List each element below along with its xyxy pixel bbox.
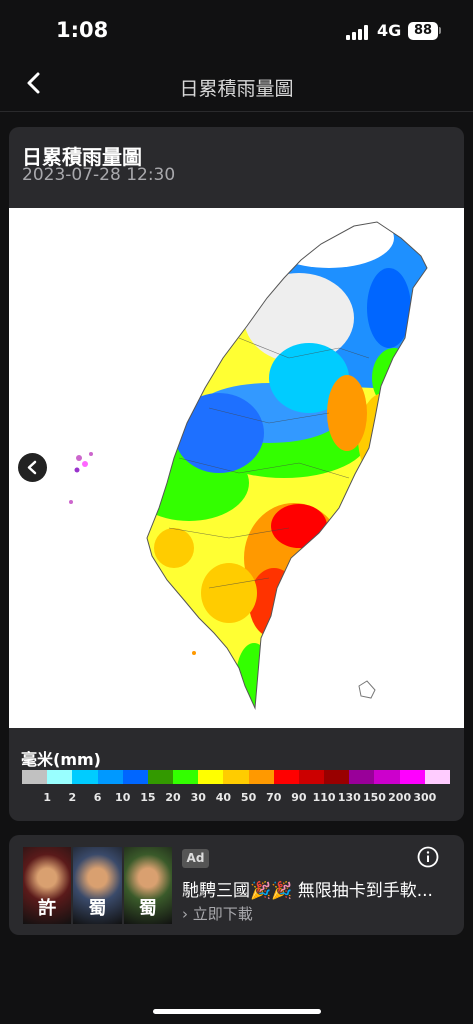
legend-tick-label: 110	[312, 791, 336, 804]
back-icon[interactable]	[20, 68, 50, 98]
page-title: 日累積雨量圖	[179, 78, 294, 100]
legend-tick-label: 150	[362, 791, 386, 804]
ad-banner[interactable]: 許 蜀 蜀 Ad 馳騁三國🎉🎉 無限抽卡到手軟... › 立即下載	[9, 835, 464, 935]
legend-tick-label: 50	[240, 791, 257, 804]
legend-swatch	[97, 770, 123, 784]
legend-ticks: 1 2 6 10 15 20 30 40 50 70 90 110 130 150 200 300	[22, 791, 450, 805]
chevron-left-icon	[27, 460, 37, 475]
ad-hero-portrait: 許	[23, 847, 72, 924]
legend-swatch	[424, 770, 450, 784]
ad-cta-button[interactable]: › 立即下載	[182, 905, 253, 923]
legend-tick-label: 2	[68, 791, 77, 804]
legend-swatch	[273, 770, 299, 784]
legend-tick-label: 70	[266, 791, 282, 804]
ad-badge: Ad	[182, 849, 209, 868]
legend-swatch	[399, 770, 425, 784]
status-time: 1:08	[56, 18, 109, 42]
nav-bar: 日累積雨量圖	[0, 60, 473, 112]
ad-cta-label: 立即下載	[192, 905, 253, 923]
rainfall-map[interactable]	[9, 208, 464, 728]
card-datetime: 2023-07-28 12:30	[22, 165, 176, 185]
battery-icon: 88	[408, 22, 438, 40]
network-type: 4G	[377, 21, 402, 40]
legend-tick-label: 1	[43, 791, 51, 804]
legend-swatch	[198, 770, 224, 784]
lanyu-island	[358, 680, 376, 699]
legend-swatch	[324, 770, 350, 784]
legend-tick-label: 20	[165, 791, 181, 804]
legend-swatch	[47, 770, 73, 784]
legend-tick-label: 6	[93, 791, 102, 804]
ad-hero-portrait: 蜀	[123, 847, 172, 924]
ad-hero-caption: 蜀	[88, 898, 107, 919]
legend-color-scale	[22, 770, 450, 784]
legend-tick-label: 300	[413, 791, 437, 804]
legend-unit-label: 毫米(mm)	[21, 750, 101, 769]
taiwan-rainfall-map	[69, 221, 428, 710]
battery-tip	[439, 27, 441, 34]
ad-hero-caption: 蜀	[138, 898, 157, 919]
ad-title[interactable]: 馳騁三國🎉🎉 無限抽卡到手軟...	[182, 881, 433, 901]
legend-tick-label: 90	[291, 791, 307, 804]
ad-hero-portrait: 蜀	[73, 847, 122, 924]
legend-swatch	[374, 770, 400, 784]
card-title: 日累積雨量圖	[22, 145, 142, 169]
ad-image[interactable]: 許蜀蜀	[23, 847, 172, 924]
legend-swatch	[122, 770, 148, 784]
legend-tick-label: 15	[140, 791, 156, 804]
legend-tick-label: 30	[190, 791, 206, 804]
legend-swatch	[147, 770, 174, 784]
legend-tick-label: 200	[388, 791, 412, 804]
info-icon[interactable]	[417, 846, 439, 868]
legend-swatch	[173, 770, 199, 784]
ad-hero-caption: 許	[38, 898, 57, 919]
status-bar: 1:08 4G 88	[0, 0, 473, 60]
rainfall-card: 日累積雨量圖 2023-07-28 12:30	[9, 127, 464, 821]
legend-tick-label: 40	[215, 791, 232, 804]
legend-swatch	[22, 770, 48, 784]
penghu-islands	[69, 452, 93, 504]
legend-swatch	[248, 770, 274, 784]
legend-swatch	[349, 770, 375, 784]
legend-swatch	[72, 770, 98, 784]
map-prev-button[interactable]	[18, 453, 47, 482]
legend-swatch	[298, 770, 325, 784]
legend-tick-label: 10	[115, 791, 131, 804]
legend-tick-label: 130	[337, 791, 361, 804]
home-indicator[interactable]	[153, 1009, 321, 1014]
signal-icon	[346, 24, 370, 40]
legend-swatch	[223, 770, 249, 784]
